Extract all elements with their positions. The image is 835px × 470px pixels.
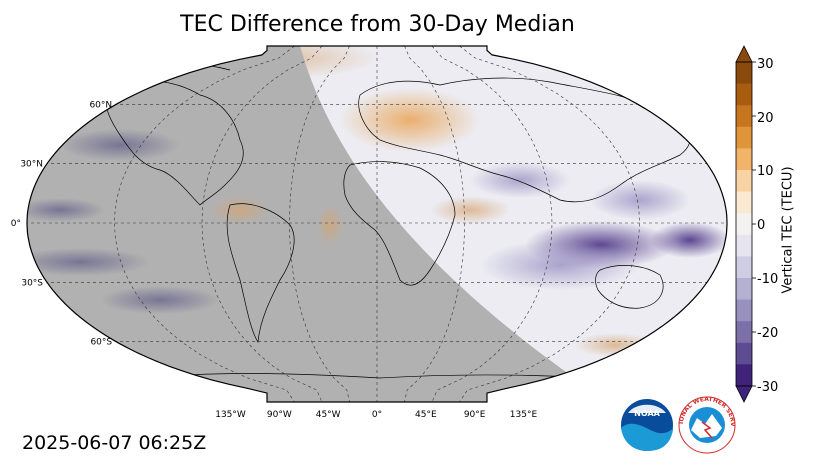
chart-title: TEC Difference from 30-Day Median	[180, 12, 575, 37]
map-border	[26, 45, 728, 403]
south-pacific-night-anomaly	[100, 286, 220, 314]
colorbar-tick: 30	[757, 57, 774, 72]
eurasia-outline	[358, 77, 691, 203]
colorbar-segment	[736, 278, 752, 301]
meridian-line	[459, 46, 640, 402]
africa-positive-anomaly	[430, 196, 510, 224]
colorbar-tick: 20	[757, 111, 774, 126]
noaa-logo: NOAA	[621, 399, 673, 451]
colorbar-segment	[736, 191, 752, 214]
colorbar-segment	[736, 321, 752, 344]
colorbar-segment	[736, 83, 752, 106]
noaa-logo-text: NOAA	[634, 409, 660, 418]
asia-negative-anomaly	[590, 180, 690, 220]
caribbean-positive-anomaly	[210, 196, 270, 224]
colorbar-segment	[736, 148, 752, 171]
pacific-night-negative-anomaly	[27, 248, 150, 276]
colorbar-segment	[736, 364, 752, 387]
meridian-line	[431, 46, 553, 402]
lon-label-0: 0°	[372, 410, 382, 420]
meridian-line	[289, 46, 350, 402]
indian-ocean-negative-anomaly	[480, 240, 640, 290]
meridian-line	[114, 46, 295, 402]
colorbar-segment	[736, 299, 752, 322]
colorbar-segment	[736, 234, 752, 257]
nightside-region	[27, 46, 727, 402]
lon-label-90e: 90°E	[464, 410, 486, 420]
colorbar-segment	[736, 256, 752, 279]
lon-label-135e: 135°E	[510, 410, 538, 420]
colorbar-tick: 0	[757, 218, 765, 233]
colorbar	[735, 45, 756, 403]
australia-outline	[595, 265, 664, 309]
north-america-outline	[105, 80, 244, 206]
colorbar-segment	[736, 126, 752, 149]
east-pacific-night-anomaly	[27, 198, 105, 222]
colorbar-segment	[736, 170, 752, 193]
colorbar-tick: 10	[757, 164, 774, 179]
timestamp: 2025-06-07 06:25Z	[22, 432, 207, 454]
meridian-line	[404, 46, 465, 402]
graticule	[27, 46, 727, 402]
lon-label-45w: 45°W	[316, 410, 341, 420]
lon-label-135w: 135°W	[215, 410, 246, 420]
colorbar-max-extend	[735, 45, 753, 63]
meridian-line	[201, 46, 323, 402]
lat-label-60s: 60°S	[90, 338, 112, 348]
colorbar-segment	[736, 62, 752, 85]
colorbar-tick: -10	[757, 272, 778, 287]
pacific-negative-anomaly	[650, 222, 727, 258]
lat-label-60n: 60°N	[89, 100, 112, 110]
longitude-labels: 135°W 90°W 45°W 0° 45°E 90°E 135°E	[215, 410, 537, 420]
south-america-outline	[226, 203, 295, 344]
colorbar-segment	[736, 213, 752, 236]
lat-label-30n: 30°N	[20, 160, 43, 170]
colorbar-tick: -20	[757, 326, 778, 341]
colorbar-segment	[736, 105, 752, 128]
colorbar-label: Vertical TEC (TECU)	[780, 166, 796, 294]
lon-label-45e: 45°E	[415, 410, 437, 420]
colorbar-tick: -30	[757, 380, 778, 395]
europe-positive-anomaly	[340, 88, 480, 152]
colorbar-min-extend	[735, 385, 753, 403]
lat-label-0: 0°	[11, 219, 21, 229]
lon-label-90w: 90°W	[267, 410, 292, 420]
map-field	[27, 46, 727, 402]
north-pacific-night-anomaly	[60, 129, 180, 161]
lat-label-30s: 30°S	[21, 278, 43, 288]
atlantic-positive-anomaly	[316, 205, 344, 245]
colorbar-segment	[736, 342, 752, 365]
colorbar-tick-labels: 30 20 10 0 -10 -20 -30	[757, 57, 778, 395]
latitude-labels: 60°N 30°N 0° 30°S 60°S	[11, 100, 113, 347]
arabia-negative-anomaly	[470, 162, 570, 198]
